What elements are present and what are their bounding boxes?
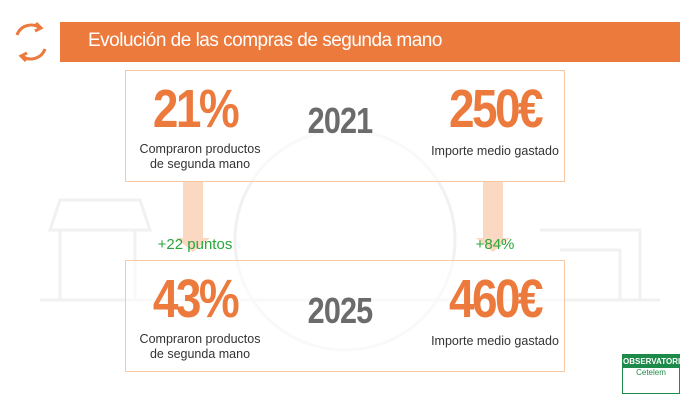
title: Evolución de las compras de segunda mano: [88, 30, 442, 51]
change-label: +22 puntos: [157, 236, 233, 253]
percent: 21%: [152, 79, 240, 139]
percent-caption: Compraron productos de segunda mano: [139, 332, 261, 361]
amount-caption: Importe medio gastado: [431, 334, 559, 348]
amount-caption: Importe medio gastado: [431, 144, 559, 158]
logo-name: OBSERVATORIO: [623, 355, 687, 368]
year: 2021: [307, 100, 374, 141]
cycle-icon: [15, 21, 47, 63]
logo-brand: Cetelem: [636, 368, 666, 377]
row-box: [125, 70, 565, 182]
percent-caption: Compraron productos de segunda mano: [139, 142, 261, 171]
amount: 460€: [449, 269, 543, 329]
percent: 43%: [152, 269, 240, 329]
row-box: [125, 260, 565, 372]
title-bar: [60, 22, 680, 62]
amount: 250€: [449, 79, 543, 139]
arrows: [176, 182, 510, 252]
year: 2025: [307, 290, 374, 331]
change-label: +84%: [475, 236, 515, 253]
logo: OBSERVATORIO Cetelem: [622, 354, 687, 394]
